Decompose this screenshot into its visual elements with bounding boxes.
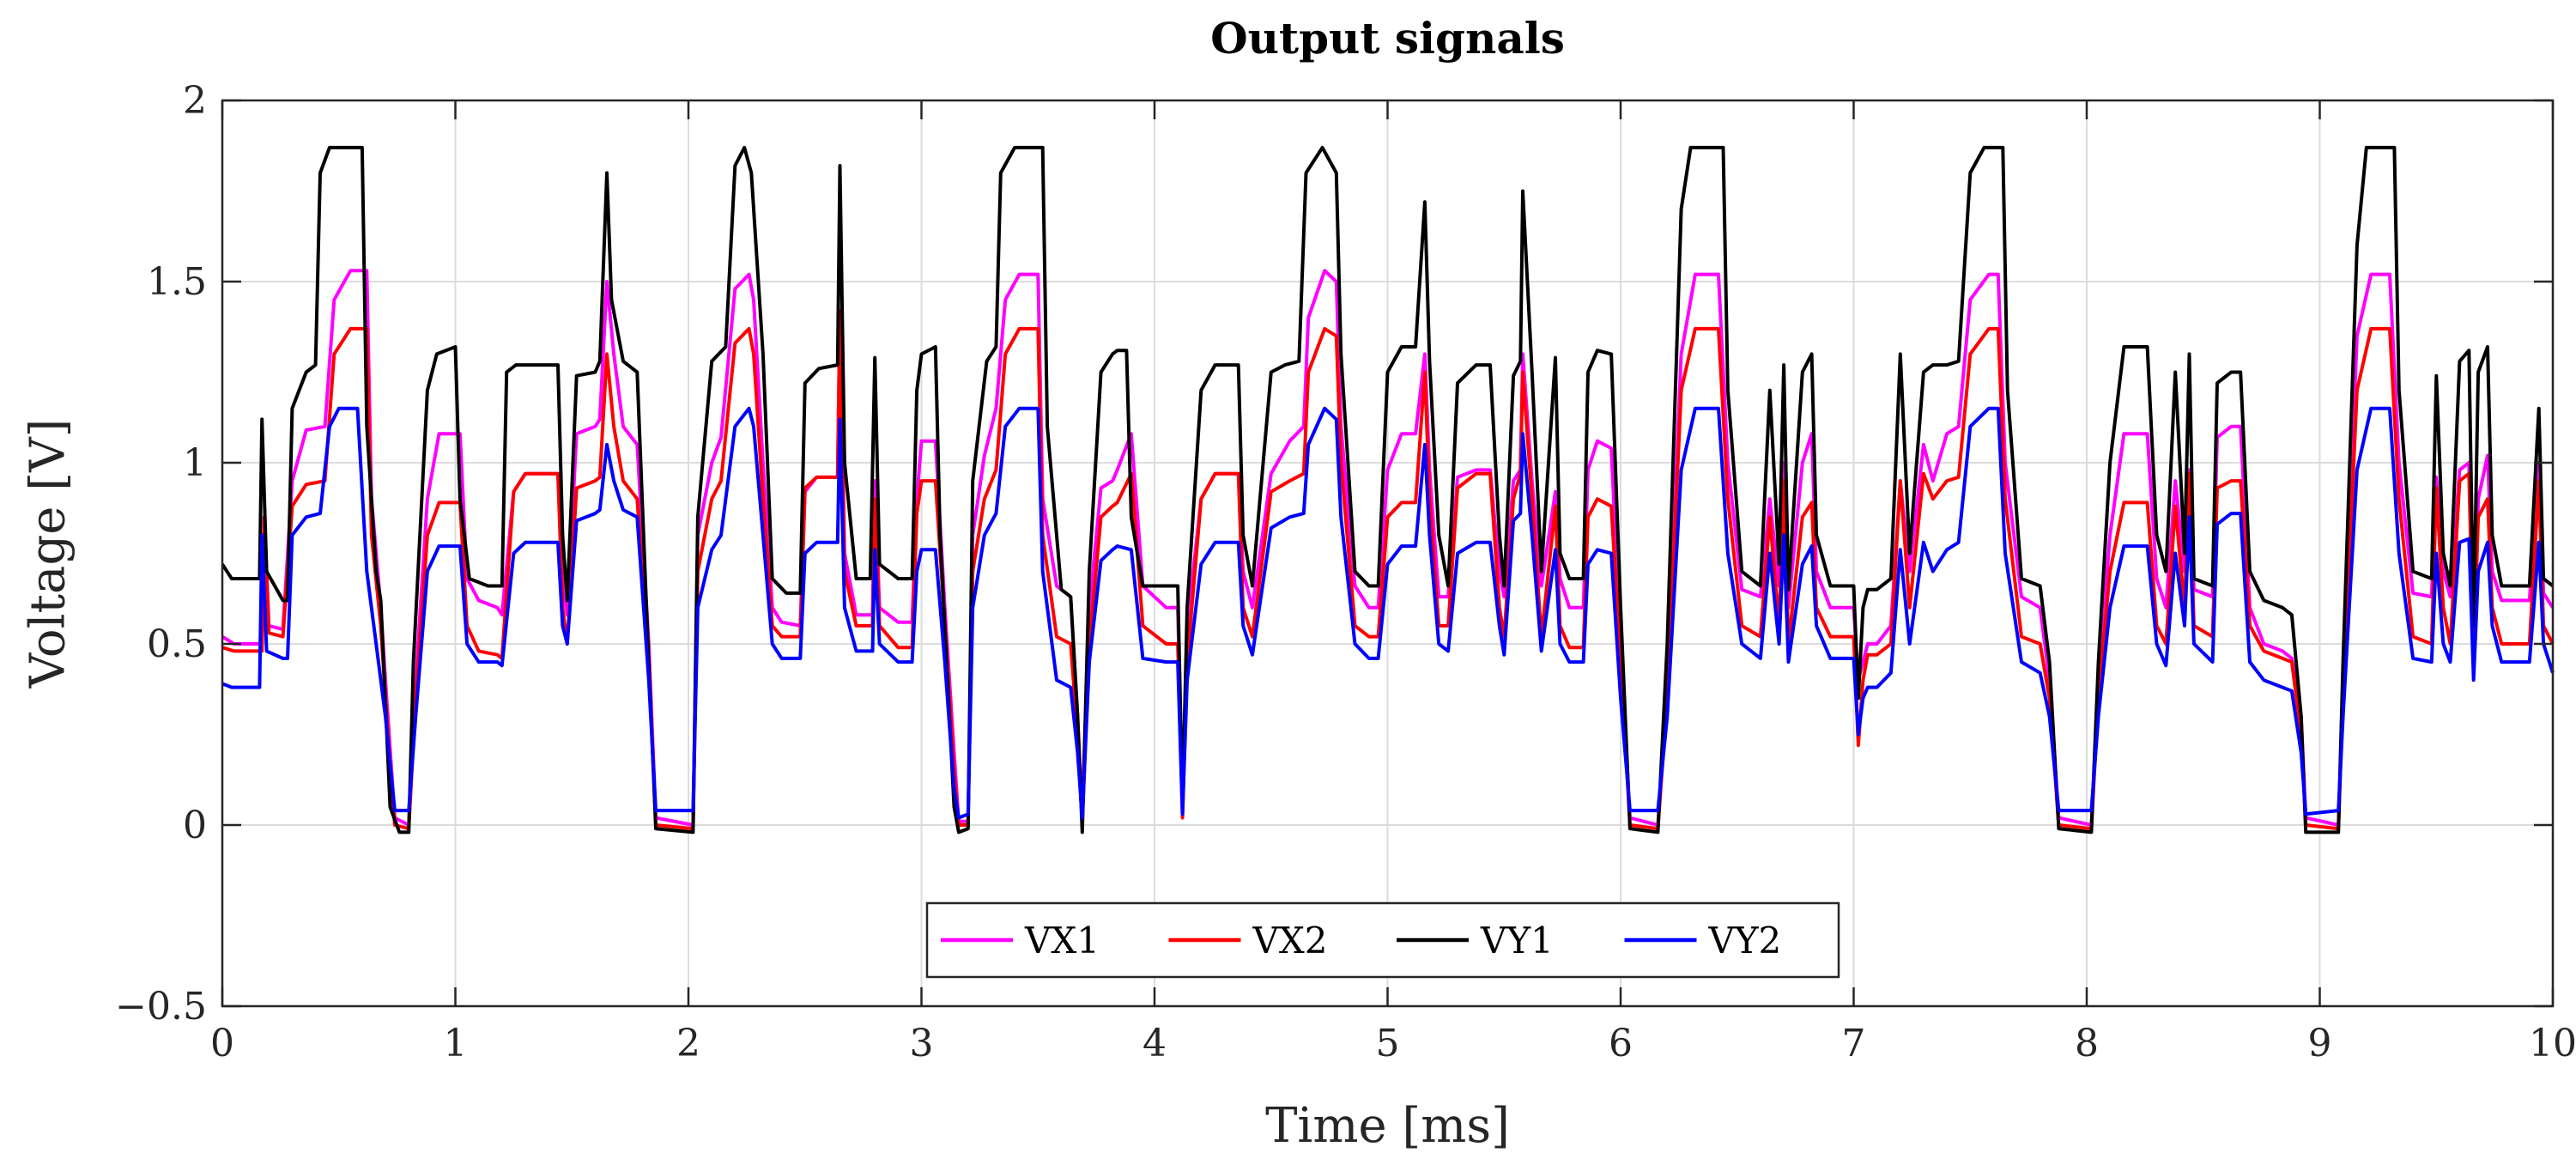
legend-label-vx1: VX1 <box>1024 919 1100 962</box>
chart-title: Output signals <box>1210 13 1565 64</box>
y-tick-label: 1 <box>183 441 207 485</box>
x-tick-label: 3 <box>910 1022 934 1065</box>
x-tick-label: 2 <box>676 1022 700 1065</box>
x-tick-label: 6 <box>1609 1022 1633 1065</box>
y-tick-label: 1.5 <box>147 260 207 304</box>
y-tick-label: 0.5 <box>147 622 207 666</box>
x-axis-label: Time [ms] <box>1265 1098 1510 1154</box>
x-tick-label: 8 <box>2075 1022 2099 1065</box>
x-tick-label: 9 <box>2308 1022 2332 1065</box>
x-tick-label: 7 <box>1842 1022 1866 1065</box>
x-tick-label: 0 <box>210 1022 234 1065</box>
legend-label-vy2: VY2 <box>1708 919 1782 962</box>
y-axis-label: Voltage [V] <box>21 419 76 689</box>
series-line-vx2 <box>221 308 2555 831</box>
series-line-vy2 <box>221 406 2555 820</box>
x-tick-label: 1 <box>444 1022 468 1065</box>
y-tick-label: −0.5 <box>115 985 207 1028</box>
x-tick-label: 4 <box>1143 1022 1167 1065</box>
x-tick-label: 5 <box>1376 1022 1400 1065</box>
series-line-vy1 <box>221 145 2555 834</box>
legend: VX1 VX2 VY1 VY2 <box>925 901 1840 979</box>
series-line-vx1 <box>221 269 2555 827</box>
ticks: 0 1 2 3 4 5 6 7 8 9 10−0.500.511.52 <box>115 79 2576 1065</box>
x-tick-label: 10 <box>2529 1022 2576 1065</box>
legend-label-vy1: VY1 <box>1480 919 1554 962</box>
y-tick-label: 2 <box>183 79 207 123</box>
y-tick-label: 0 <box>183 804 207 847</box>
series-layer <box>221 145 2555 834</box>
legend-label-vx2: VX2 <box>1252 919 1328 962</box>
